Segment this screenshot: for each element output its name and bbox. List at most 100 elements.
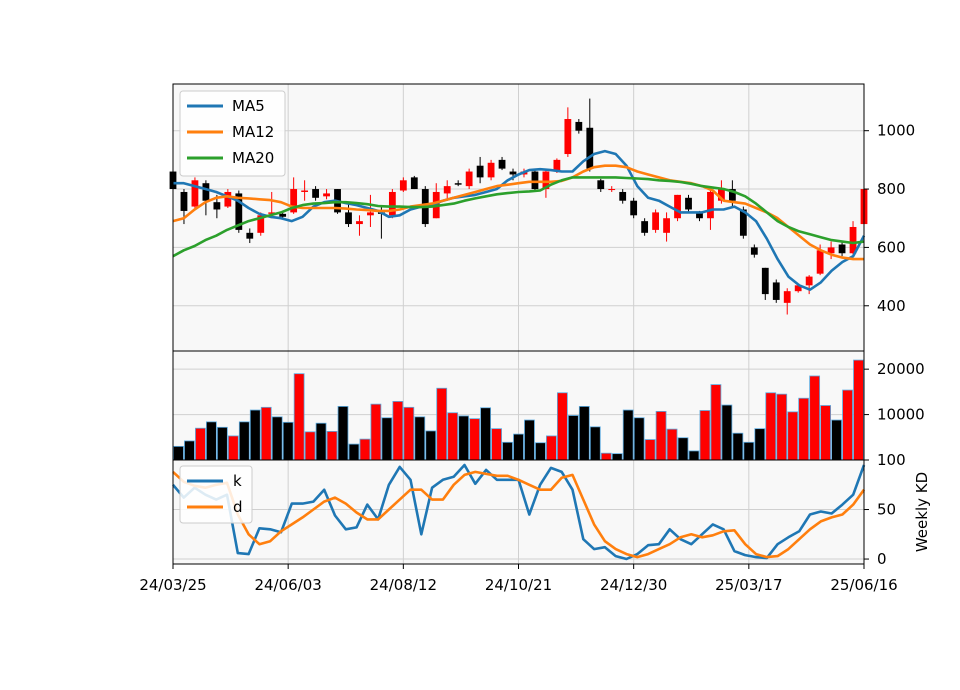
candle-body <box>224 191 232 207</box>
volume-bar <box>809 375 821 461</box>
series-line-ma12 <box>172 164 864 261</box>
x-tick-label: 24/08/12 <box>370 576 437 594</box>
volume-bar <box>666 428 678 461</box>
series-line-ma20 <box>172 176 865 258</box>
y-tick-label: 50 <box>877 501 896 519</box>
candle-body <box>739 209 747 236</box>
y-tick-label: 0 <box>877 550 887 568</box>
candle-body <box>257 215 265 233</box>
candle-body <box>454 183 462 185</box>
volume-bar <box>655 411 667 461</box>
volume-bar <box>447 412 459 461</box>
candle-body <box>180 191 188 211</box>
candle-body <box>608 189 616 191</box>
candle-body <box>476 165 484 178</box>
volume-bar <box>238 421 250 461</box>
volume-bar <box>776 393 788 461</box>
candle-body <box>235 193 243 230</box>
candle-body <box>410 177 418 190</box>
x-tick-label: 24/06/03 <box>254 576 321 594</box>
candle-body <box>279 213 287 217</box>
series-line-ma5 <box>173 149 866 292</box>
volume-bar <box>787 411 799 461</box>
volume-bar <box>458 415 470 461</box>
x-tick-label: 24/10/21 <box>485 576 552 594</box>
candle-body <box>465 171 473 187</box>
volume-bar <box>502 441 513 461</box>
candle-body <box>268 212 276 214</box>
candle-body <box>707 191 714 219</box>
volume-bar <box>622 409 634 461</box>
candle-body <box>805 276 813 286</box>
volume-bar <box>567 415 579 461</box>
volume-bar <box>195 427 206 461</box>
volume-bar <box>304 431 316 461</box>
candle-body <box>345 212 352 225</box>
y-tick-label: 100 <box>877 451 906 469</box>
volume-bar <box>436 387 448 461</box>
candle-body <box>696 212 703 219</box>
candle-body <box>443 186 451 194</box>
volume-bar <box>611 453 623 461</box>
candle-body <box>685 197 692 210</box>
candle-body <box>794 285 802 292</box>
candle-body <box>202 183 210 201</box>
kd-y-axis-label: Weekly KD <box>913 472 931 552</box>
legend-label-ma12: MA12 <box>232 123 274 141</box>
series-line-d <box>172 470 866 559</box>
candle-body <box>630 200 638 216</box>
candle-body <box>191 180 199 207</box>
volume-bar <box>831 419 842 461</box>
candle-body <box>487 162 495 178</box>
volume-bar <box>370 403 382 461</box>
legend-label-ma20: MA20 <box>232 149 274 167</box>
y-tick-label: 800 <box>877 180 906 198</box>
candle-body <box>301 190 309 192</box>
candle-body <box>718 189 725 201</box>
x-tick-label: 24/03/25 <box>139 576 206 594</box>
volume-bar <box>754 428 766 461</box>
volume-bar <box>699 410 711 461</box>
volume-bar <box>491 428 502 461</box>
volume-bar <box>216 426 228 461</box>
legend-label-ma5: MA5 <box>232 97 265 115</box>
volume-bar <box>249 409 261 461</box>
volume-bar <box>535 442 546 461</box>
candle-body <box>728 189 736 201</box>
candle-body <box>290 189 298 213</box>
volume-bar <box>798 397 810 461</box>
candle-body <box>641 221 649 233</box>
volume-bar <box>820 405 831 461</box>
volume-bar <box>633 417 645 461</box>
y-tick-label: 600 <box>877 238 906 256</box>
candle-body <box>663 218 670 233</box>
candle-body <box>323 193 330 197</box>
volume-bar <box>644 439 656 461</box>
volume-bar <box>732 432 744 461</box>
candle-body <box>553 159 561 172</box>
volume-bar <box>271 416 283 461</box>
volume-bar <box>282 421 294 461</box>
volume-bar <box>524 419 535 461</box>
candle-body <box>564 119 572 155</box>
candle-body <box>761 267 769 295</box>
volume-bar <box>348 443 360 461</box>
candle-body <box>586 127 594 169</box>
x-tick-label: 24/12/30 <box>600 576 667 594</box>
y-tick-label: 20000 <box>877 360 925 378</box>
candle-body <box>399 180 407 191</box>
volume-bar <box>173 445 184 461</box>
volume-bar <box>206 421 217 461</box>
volume-bar <box>556 392 568 461</box>
candle-body <box>367 212 374 216</box>
y-tick-label: 400 <box>877 297 906 315</box>
candle-body <box>652 212 660 230</box>
y-tick-label: 10000 <box>877 406 925 424</box>
candle-body <box>213 202 221 210</box>
volume-bar <box>337 406 349 461</box>
volume-bar <box>765 392 777 461</box>
volume-bar <box>392 401 404 461</box>
legend-label-d: d <box>233 498 243 516</box>
volume-bar <box>425 430 437 461</box>
